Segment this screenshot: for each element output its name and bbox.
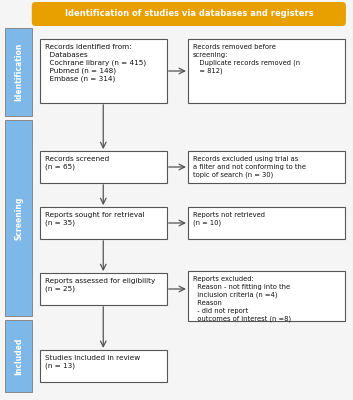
Text: Identification: Identification xyxy=(14,43,23,101)
FancyBboxPatch shape xyxy=(40,350,167,382)
FancyBboxPatch shape xyxy=(5,120,32,316)
FancyBboxPatch shape xyxy=(32,2,346,26)
FancyBboxPatch shape xyxy=(40,151,167,183)
Text: Included: Included xyxy=(14,337,23,375)
Text: Records screened
(n = 65): Records screened (n = 65) xyxy=(45,156,109,170)
FancyBboxPatch shape xyxy=(188,151,345,183)
FancyBboxPatch shape xyxy=(188,271,345,321)
Text: Identification of studies via databases and registers: Identification of studies via databases … xyxy=(65,10,313,18)
FancyBboxPatch shape xyxy=(40,207,167,239)
Text: Records removed before
screening:
   Duplicate records removed (n
   = 812): Records removed before screening: Duplic… xyxy=(193,44,300,74)
FancyBboxPatch shape xyxy=(40,273,167,305)
Text: Reports not retrieved
(n = 10): Reports not retrieved (n = 10) xyxy=(193,212,265,226)
FancyBboxPatch shape xyxy=(5,320,32,392)
FancyBboxPatch shape xyxy=(5,28,32,116)
FancyBboxPatch shape xyxy=(40,39,167,103)
Text: Reports assessed for eligibility
(n = 25): Reports assessed for eligibility (n = 25… xyxy=(45,278,155,292)
Text: Reports sought for retrieval
(n = 35): Reports sought for retrieval (n = 35) xyxy=(45,212,144,226)
Text: Studies included in review
(n = 13): Studies included in review (n = 13) xyxy=(45,355,140,369)
Text: Records identified from:
  Databases
  Cochrane library (n = 415)
  Pubmed (n = : Records identified from: Databases Cochr… xyxy=(45,44,146,82)
FancyBboxPatch shape xyxy=(188,207,345,239)
Text: Reports excluded:
  Reason - not fitting into the
  inclusion criteria (n =4)
  : Reports excluded: Reason - not fitting i… xyxy=(193,276,291,322)
Text: Screening: Screening xyxy=(14,196,23,240)
Text: Records excluded using trial as
a filter and not conforming to the
topic of sear: Records excluded using trial as a filter… xyxy=(193,156,306,178)
FancyBboxPatch shape xyxy=(188,39,345,103)
